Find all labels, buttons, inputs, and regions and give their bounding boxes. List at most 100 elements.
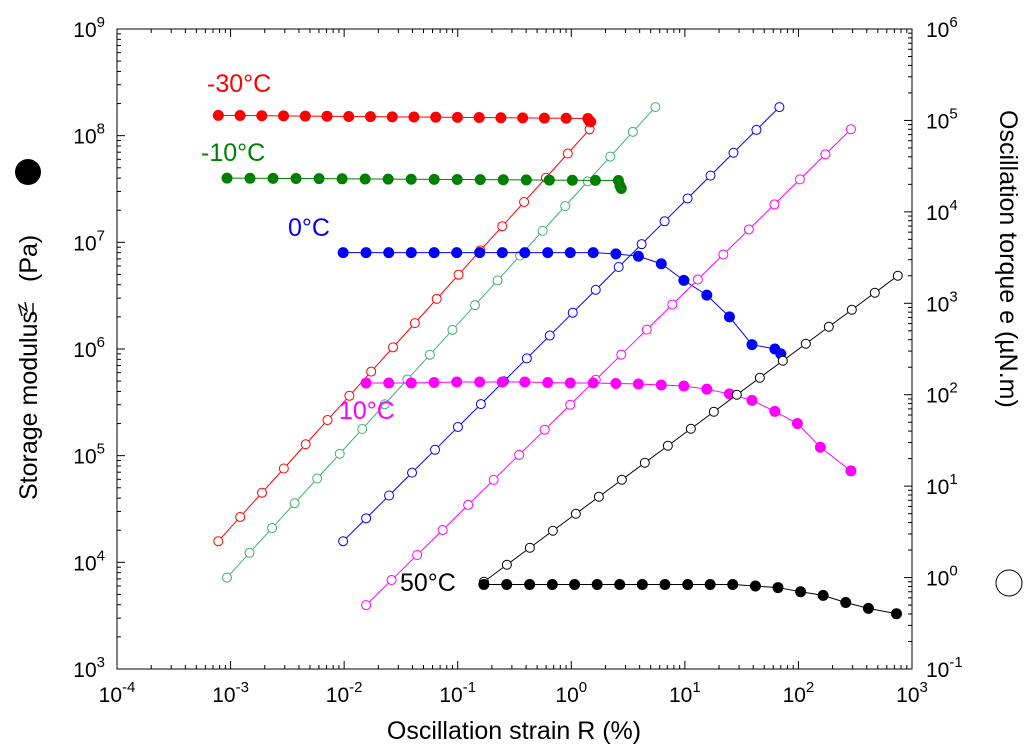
modulus-point	[405, 173, 417, 185]
torque-point	[846, 304, 857, 315]
open-circle-marker-icon	[995, 569, 1023, 597]
torque-point	[537, 225, 548, 236]
torque-point	[627, 126, 638, 137]
torque-point	[682, 193, 693, 204]
torque-point	[547, 525, 558, 536]
y-right-axis-label: Oscillation torque e (µN.m)	[994, 110, 1022, 408]
torque-point	[544, 330, 555, 341]
torque-point	[560, 201, 571, 212]
modulus-point	[682, 578, 694, 590]
modulus-point	[383, 247, 395, 259]
modulus-point	[451, 174, 463, 186]
x-tick-label: 10-3	[212, 679, 249, 707]
torque-point	[470, 300, 481, 311]
y-left-tick-label: 108	[73, 121, 105, 149]
modulus-point	[560, 112, 572, 124]
torque-point	[705, 170, 716, 181]
torque-point	[659, 216, 670, 227]
series-group	[360, 124, 857, 611]
torque-point	[590, 284, 601, 295]
y-right-tick-label: 106	[926, 14, 958, 42]
torque-point	[616, 474, 627, 485]
modulus-point	[428, 247, 440, 259]
y-left-axis-unit: (Pa)	[15, 235, 43, 282]
modulus-point	[430, 111, 442, 123]
torque-point	[300, 439, 311, 450]
torque-point	[514, 449, 525, 460]
torque-point	[267, 523, 278, 534]
modulus-point	[267, 172, 279, 184]
modulus-line	[218, 114, 591, 123]
torque-point	[386, 575, 397, 586]
modulus-line	[366, 381, 852, 472]
modulus-point	[701, 383, 713, 395]
modulus-point	[473, 112, 485, 124]
torque-point	[431, 293, 442, 304]
torque-point	[751, 124, 762, 135]
modulus-point	[542, 377, 554, 389]
modulus-point	[360, 247, 372, 259]
torque-point	[521, 353, 532, 364]
modulus-point	[278, 110, 290, 122]
torque-point	[639, 457, 650, 468]
torque-point	[244, 547, 255, 558]
series-label: -10°C	[201, 139, 265, 167]
series-group	[221, 102, 661, 583]
torque-point	[453, 269, 464, 280]
y-right-axis-title: Oscillation torque e (µN.m)	[994, 110, 1023, 597]
torque-point	[221, 572, 232, 583]
modulus-point	[405, 377, 417, 389]
modulus-point	[244, 172, 256, 184]
torque-point	[616, 349, 627, 360]
torque-point	[800, 338, 811, 349]
torque-point	[338, 536, 349, 547]
y-right-tick-label: 105	[926, 105, 958, 133]
modulus-point	[221, 172, 233, 184]
modulus-point	[610, 248, 622, 260]
modulus-point	[632, 250, 644, 262]
torque-point	[820, 149, 831, 160]
modulus-point	[519, 376, 531, 388]
torque-point	[743, 224, 754, 235]
modulus-point	[496, 376, 508, 388]
modulus-point	[615, 182, 627, 194]
modulus-point	[343, 110, 355, 122]
modulus-point	[587, 377, 599, 389]
torque-point	[718, 249, 729, 260]
torque-point	[613, 262, 624, 273]
modulus-point	[678, 274, 690, 286]
torque-point	[384, 490, 395, 501]
modulus-point	[655, 379, 667, 391]
x-tick-label: 10-2	[326, 679, 363, 707]
torque-point	[728, 147, 739, 158]
torque-point	[692, 274, 703, 285]
modulus-point	[313, 173, 325, 185]
torque-point	[407, 467, 418, 478]
y-left-tick-label: 104	[73, 547, 105, 575]
modulus-point	[614, 578, 626, 590]
modulus-point	[546, 578, 558, 590]
torque-point	[777, 355, 788, 366]
modulus-point	[360, 377, 372, 389]
modulus-point	[497, 174, 509, 186]
torque-point	[452, 421, 463, 432]
torque-point	[361, 600, 372, 611]
modulus-point	[678, 380, 690, 392]
modulus-point	[478, 578, 490, 590]
torque-point	[636, 239, 647, 250]
torque-point	[256, 487, 267, 498]
torque-line	[342, 106, 780, 542]
modulus-point	[543, 174, 555, 186]
y-left-tick-label: 107	[73, 227, 105, 255]
x-tick-label: 10-4	[99, 679, 136, 707]
storage-modulus-symbol-icon	[17, 301, 34, 317]
modulus-point	[727, 578, 739, 590]
modulus-point	[256, 110, 268, 122]
y-left-tick-label: 103	[73, 654, 105, 682]
torque-point	[823, 321, 834, 332]
series-group	[212, 109, 597, 547]
torque-point	[565, 399, 576, 410]
torque-line	[226, 106, 656, 578]
torque-point	[235, 511, 246, 522]
